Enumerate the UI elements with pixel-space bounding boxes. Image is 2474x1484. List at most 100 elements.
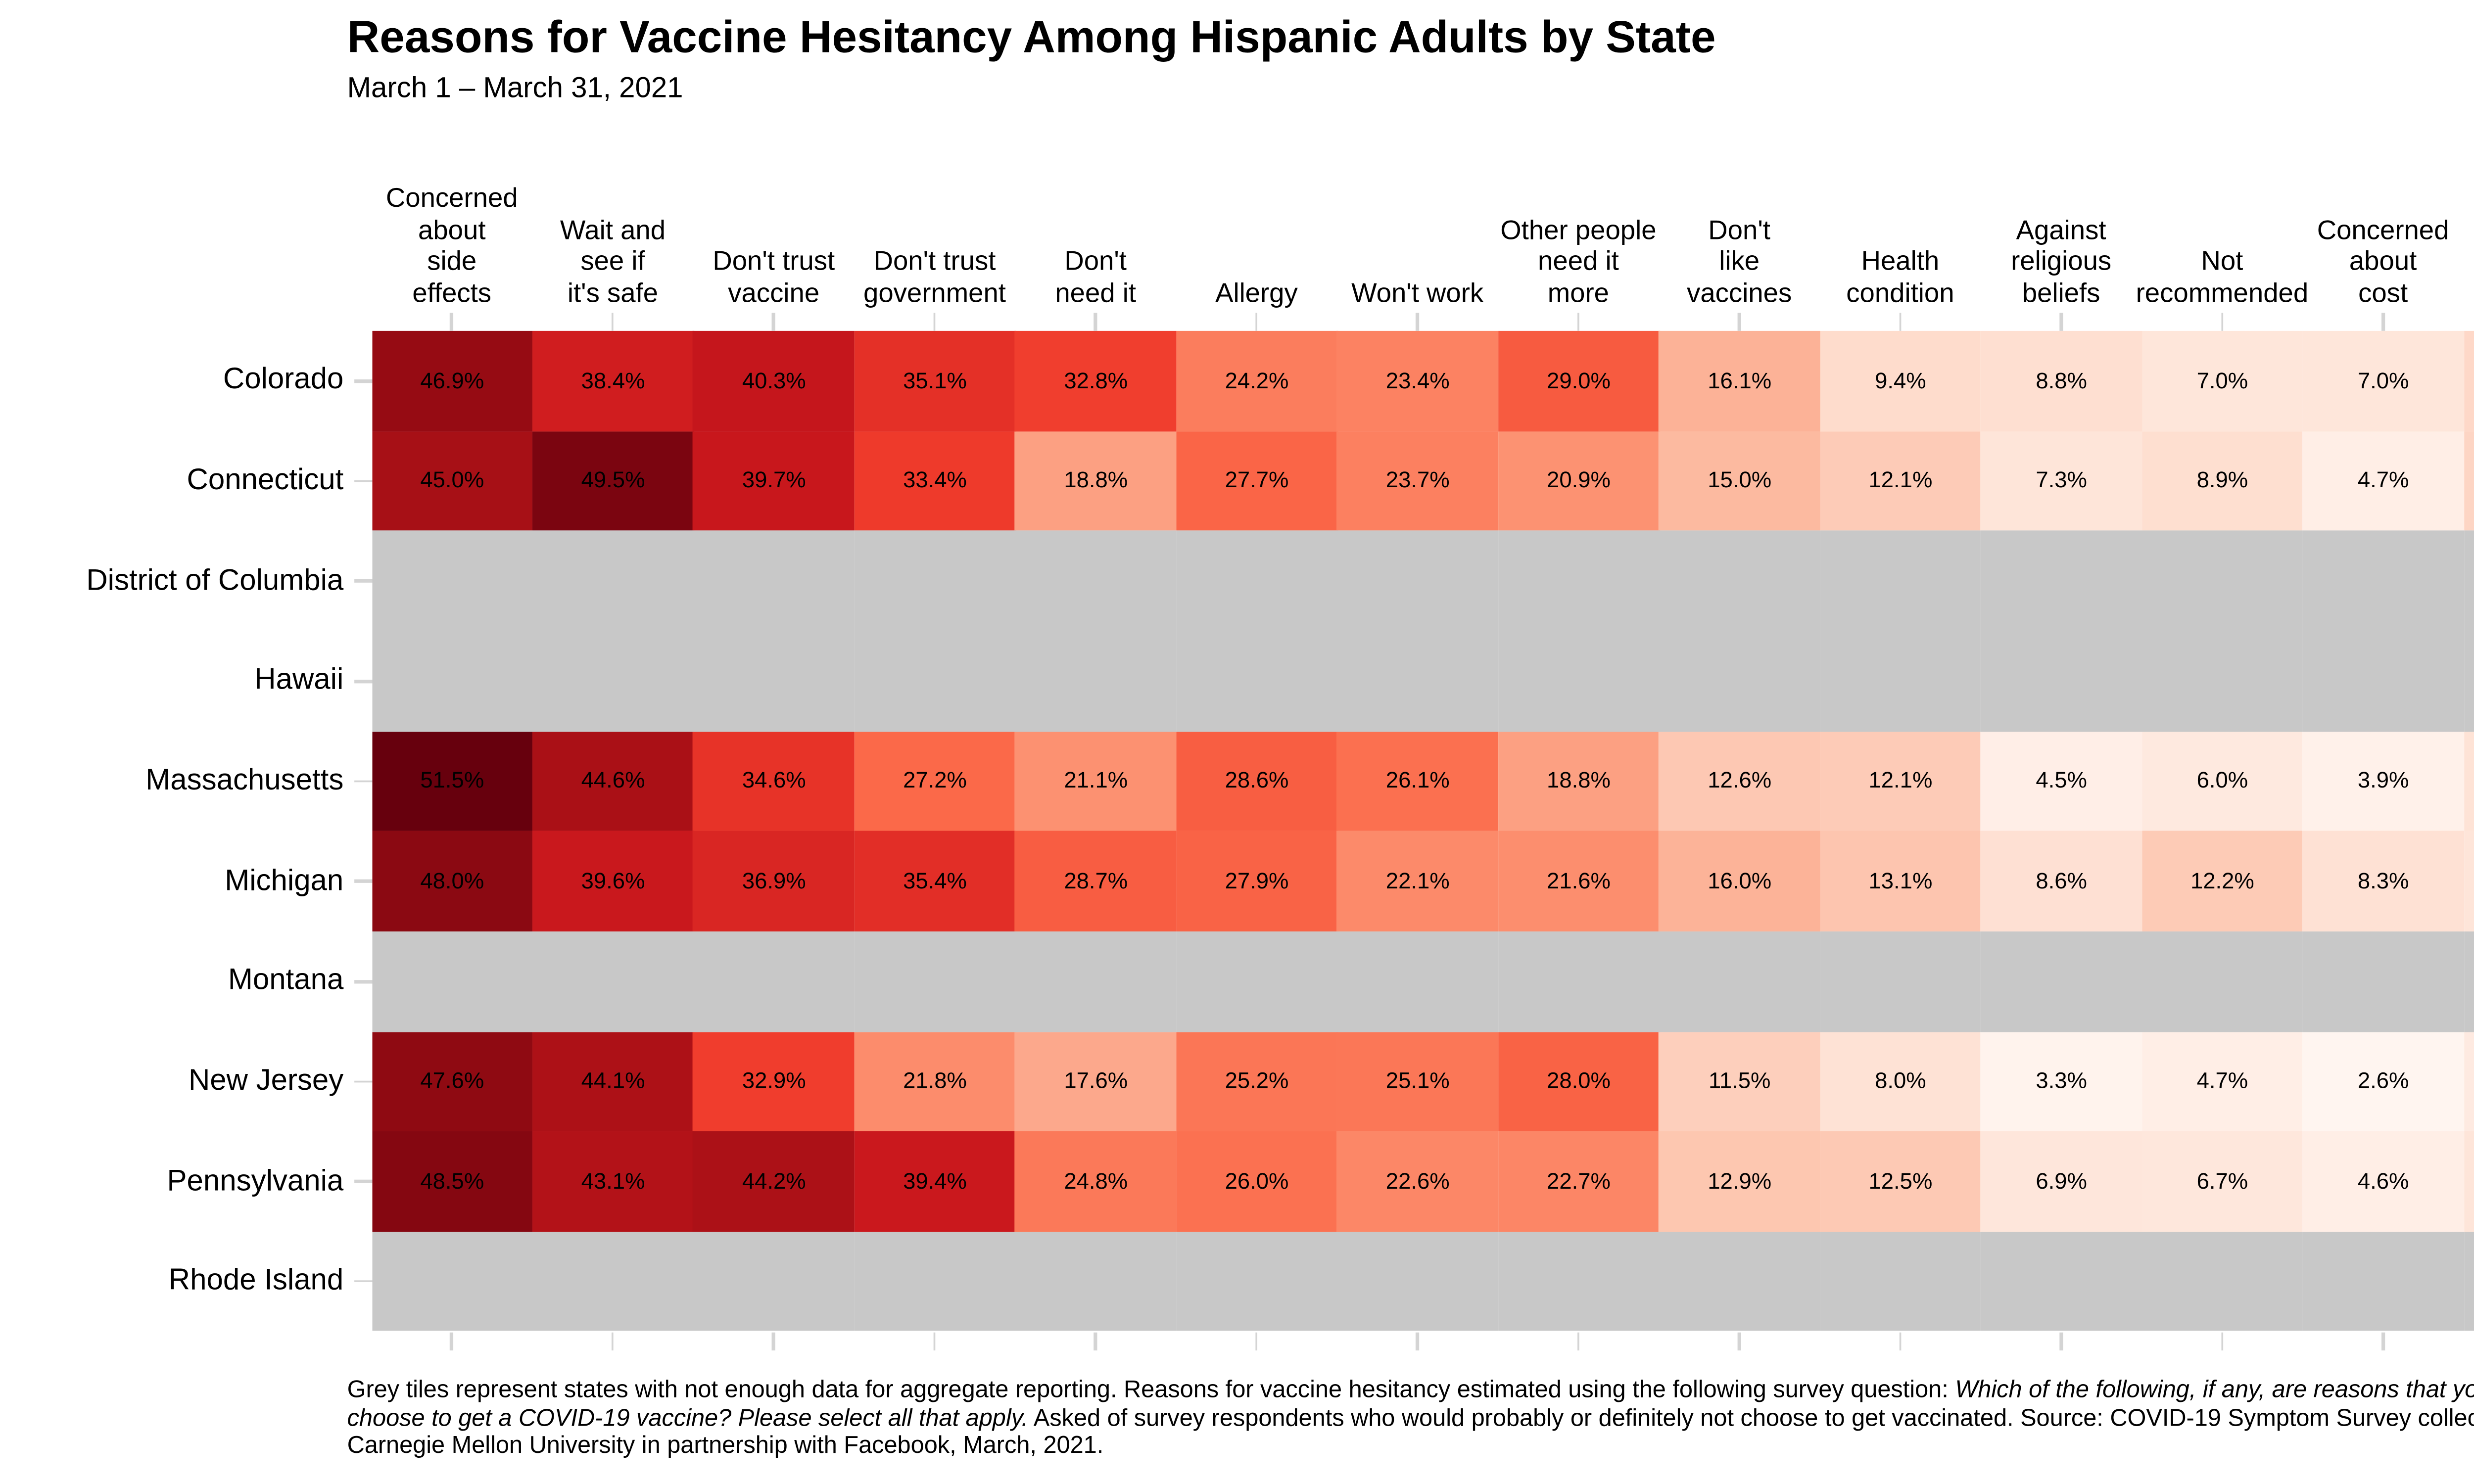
heatmap-row (371, 1231, 2474, 1332)
heatmap-cell-no-data (2141, 1231, 2303, 1332)
heatmap-cell-no-data (1498, 531, 1660, 631)
heatmap-cell: 39.7% (693, 431, 855, 531)
heatmap-cell: 16.0% (1659, 831, 1820, 931)
heatmap-row (371, 531, 2474, 631)
heatmap-cell: 32.8% (1015, 330, 1177, 431)
heatmap-cell-no-data (1498, 631, 1660, 731)
heatmap-cell: 10.5% (2463, 431, 2474, 531)
column-header-label: Don't trust vaccine (713, 246, 835, 309)
heatmap-cell: 48.5% (371, 1131, 533, 1232)
heatmap-cell: 16.1% (1659, 330, 1820, 431)
heatmap-cell: 8.9% (2141, 431, 2303, 531)
heatmap-cell: 12.5% (1819, 1131, 1982, 1232)
row-label-state: Connecticut (187, 464, 344, 497)
heatmap-cell-no-data (2302, 1231, 2464, 1332)
heatmap-cell: 25.1% (1337, 1031, 1499, 1132)
column-header: Health condition (1820, 0, 1981, 309)
heatmap-cell-no-data (1176, 631, 1338, 731)
heatmap-cell: 5.7% (2463, 1031, 2474, 1132)
column-header-label: Wait and see if it's safe (560, 215, 666, 309)
heatmap-cell: 24.2% (1176, 330, 1338, 431)
top-axis-tick (2381, 313, 2385, 331)
heatmap-cell: 48.0% (371, 831, 533, 931)
bottom-axis-tick (1416, 1331, 1419, 1350)
heatmap-cell: 4.5% (1981, 731, 2142, 832)
heatmap-cell: 8.8% (1981, 330, 2142, 431)
column-header: Don't trust vaccine (693, 0, 854, 309)
column-header-label: Won't work (1351, 278, 1484, 309)
heatmap-cell-no-data (2141, 631, 2303, 731)
heatmap-cell: 39.4% (854, 1131, 1016, 1232)
left-axis-tick (353, 1280, 372, 1283)
top-axis-tick (1094, 313, 1097, 331)
heatmap-row (371, 631, 2474, 731)
heatmap-cell-no-data (1337, 1231, 1499, 1332)
heatmap-cell: 23.4% (1337, 330, 1499, 431)
heatmap-cell: 26.1% (1337, 731, 1499, 832)
heatmap-cell: 44.6% (532, 731, 694, 832)
heatmap-cell: 44.2% (693, 1131, 855, 1232)
heatmap-cell: 8.6% (1981, 831, 2142, 931)
heatmap-cell: 18.8% (1498, 731, 1660, 832)
column-header-label: Concerned about side effects (385, 183, 518, 309)
heatmap-cell-no-data (1337, 931, 1499, 1031)
heatmap-cell-no-data (1659, 631, 1820, 731)
heatmap-row: 48.0% 39.6% 36.9% 35.4% 28.7% 27.9% 22.1% 21.6%… (371, 831, 2474, 931)
column-header: Concerned about cost (2303, 0, 2464, 309)
caption-survey-question: Which of the following, if any, are reas… (347, 1375, 2474, 1431)
heatmap-cell-no-data (371, 931, 533, 1031)
heatmap-cell-no-data (532, 1231, 694, 1332)
heatmap-cell: 21.8% (854, 1031, 1016, 1132)
row-label-state: Pennsylvania (167, 1164, 344, 1197)
heatmap-cell: 39.6% (532, 831, 694, 931)
heatmap-cell: 12.2% (2141, 831, 2303, 931)
heatmap-cell: 12.6% (1659, 731, 1820, 832)
heatmap-cell-no-data (1819, 1231, 1982, 1332)
heatmap-cell-no-data (532, 531, 694, 631)
heatmap-cell-no-data (2302, 531, 2464, 631)
heatmap-cell-no-data (854, 1231, 1016, 1332)
column-header-label: Don't like vaccines (1687, 215, 1792, 309)
bottom-axis-tick (1577, 1331, 1580, 1350)
heatmap-row: 48.5% 43.1% 44.2% 39.4% 24.8% 26.0% 22.6% 22.7%… (371, 1131, 2474, 1232)
heatmap-cell-no-data (854, 531, 1016, 631)
heatmap-cell: 17.6% (1015, 1031, 1177, 1132)
heatmap-cell: 28.6% (1176, 731, 1338, 832)
heatmap-cell: 47.6% (371, 1031, 533, 1132)
left-axis-tick (353, 679, 372, 683)
top-axis-tick (1738, 313, 1741, 331)
heatmap-cell: 46.9% (371, 330, 533, 431)
left-axis-tick (353, 479, 372, 483)
heatmap-cell: 33.4% (854, 431, 1016, 531)
bottom-axis-tick (933, 1331, 936, 1350)
heatmap-cell: 12.1% (1819, 731, 1982, 832)
row-label-state: Colorado (223, 364, 344, 396)
top-axis-tick (1577, 313, 1580, 331)
heatmap-cell-no-data (1337, 531, 1499, 631)
column-header: Not recommended (2136, 0, 2309, 309)
top-axis-tick (1255, 313, 1258, 331)
left-axis-tick (353, 1180, 372, 1183)
column-header: Don't trust government (854, 0, 1015, 309)
row-label-state: Michigan (225, 864, 344, 897)
heatmap-cell-no-data (1176, 1231, 1338, 1332)
heatmap-row: 45.0% 49.5% 39.7% 33.4% 18.8% 27.7% 23.7% 20.9%… (371, 431, 2474, 531)
top-axis-tick (933, 313, 936, 331)
heatmap-cell: 21.6% (1498, 831, 1660, 931)
heatmap-cell: 12.9% (1659, 1131, 1820, 1232)
bottom-axis-tick (1899, 1331, 1902, 1350)
column-header-label: Don't trust government (863, 246, 1006, 309)
heatmap-cell: 45.0% (371, 431, 533, 531)
heatmap-cell: 28.7% (1015, 831, 1177, 931)
heatmap-cell: 2.6% (2302, 1031, 2464, 1132)
heatmap-plot-area: 46.9% 38.4% 40.3% 35.1% 32.8% 24.2% 23.4% 29.0%… (371, 330, 2474, 1332)
left-axis-tick (353, 880, 372, 883)
heatmap-cell-no-data (1176, 931, 1338, 1031)
column-header: Wait and see if it's safe (532, 0, 693, 309)
column-header-label: Not recommended (2136, 246, 2309, 309)
heatmap-cell-no-data (1659, 531, 1820, 631)
top-axis-tick (2220, 313, 2224, 331)
heatmap-cell: 35.1% (854, 330, 1016, 431)
heatmap-cell: 27.9% (1176, 831, 1338, 931)
